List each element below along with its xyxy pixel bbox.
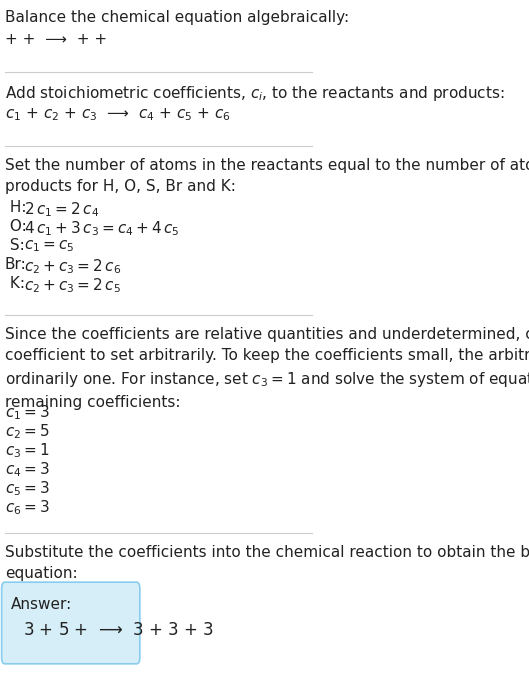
Text: Add stoichiometric coefficients, $c_i$, to the reactants and products:: Add stoichiometric coefficients, $c_i$, … [5,84,504,103]
Text: $c_5 = 3$: $c_5 = 3$ [5,479,50,498]
Text: $c_4 = 3$: $c_4 = 3$ [5,460,50,479]
Text: Balance the chemical equation algebraically:: Balance the chemical equation algebraica… [5,10,349,25]
Text: Substitute the coefficients into the chemical reaction to obtain the balanced
eq: Substitute the coefficients into the che… [5,545,529,581]
FancyBboxPatch shape [2,582,140,664]
Text: O:: O: [5,219,26,234]
Text: $c_1 = 3$: $c_1 = 3$ [5,403,50,421]
Text: K:: K: [5,276,25,291]
Text: Br:: Br: [5,257,26,272]
Text: $3$ + $5$ +  ⟶  $3$ + $3$ + $3$: $3$ + $5$ + ⟶ $3$ + $3$ + $3$ [23,621,214,639]
Text: $c_6 = 3$: $c_6 = 3$ [5,498,50,517]
Text: $c_1 = c_5$: $c_1 = c_5$ [24,238,75,253]
Text: $2\,c_1 = 2\,c_4$: $2\,c_1 = 2\,c_4$ [24,200,99,219]
Text: $c_1$ + $c_2$ + $c_3$  ⟶  $c_4$ + $c_5$ + $c_6$: $c_1$ + $c_2$ + $c_3$ ⟶ $c_4$ + $c_5$ + … [5,106,231,123]
Text: + +  ⟶  + +: + + ⟶ + + [5,32,107,47]
Text: $c_3 = 1$: $c_3 = 1$ [5,441,49,460]
Text: Answer:: Answer: [11,597,72,612]
Text: $4\,c_1 + 3\,c_3 = c_4 + 4\,c_5$: $4\,c_1 + 3\,c_3 = c_4 + 4\,c_5$ [24,219,180,238]
Text: Set the number of atoms in the reactants equal to the number of atoms in the
pro: Set the number of atoms in the reactants… [5,158,529,194]
Text: $c_2 = 5$: $c_2 = 5$ [5,422,50,441]
Text: H:: H: [5,200,26,215]
Text: $c_2 + c_3 = 2\,c_5$: $c_2 + c_3 = 2\,c_5$ [24,276,121,294]
Text: Since the coefficients are relative quantities and underdetermined, choose a
coe: Since the coefficients are relative quan… [5,327,529,410]
Text: $c_2 + c_3 = 2\,c_6$: $c_2 + c_3 = 2\,c_6$ [24,257,121,276]
Text: S:: S: [5,238,24,253]
